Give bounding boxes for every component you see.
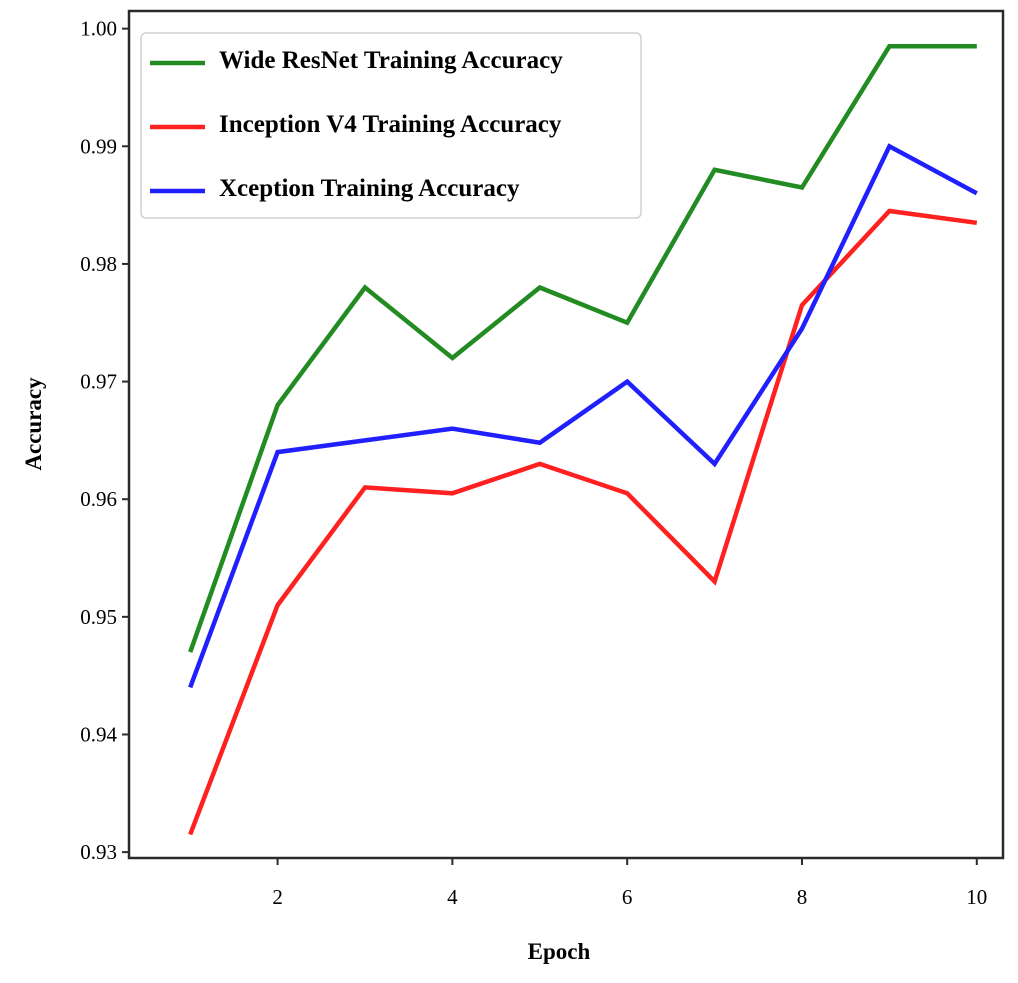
x-tick-label: 4 — [447, 885, 458, 909]
x-tick-label: 8 — [797, 885, 808, 909]
y-tick-label: 0.99 — [80, 134, 117, 158]
x-tick-label: 6 — [622, 885, 633, 909]
x-tick-label: 10 — [966, 885, 987, 909]
y-axis-title: Accuracy — [21, 377, 46, 471]
series-layer — [188, 44, 978, 836]
legend-label: Inception V4 Training Accuracy — [219, 111, 562, 138]
y-tick-label: 0.98 — [80, 252, 117, 276]
y-tick-label: 0.96 — [80, 487, 117, 511]
x-axis-title: Epoch — [528, 939, 591, 964]
x-tick-label: 2 — [272, 885, 283, 909]
y-tick-label: 0.97 — [80, 370, 117, 394]
series-line-wide-resnet-training-accuracy — [188, 44, 977, 653]
legend-box — [140, 32, 642, 219]
y-tick-label: 0.94 — [80, 722, 117, 746]
series-line-inception-v4-training-accuracy — [188, 208, 978, 836]
legend-label: Xception Training Accuracy — [219, 175, 520, 202]
y-tick-label: 1.00 — [80, 17, 117, 41]
y-axis-ticks: 0.93 0.94 0.95 0.96 0.97 0.98 0.99 1.00 — [80, 17, 129, 864]
legend-label: Wide ResNet Training Accuracy — [219, 47, 563, 74]
x-axis-ticks: 2 4 6 8 10 — [272, 858, 987, 909]
series-line-xception-training-accuracy — [188, 143, 978, 689]
y-tick-label: 0.95 — [80, 605, 117, 629]
legend: Wide ResNet Training Accuracy Inception V… — [140, 32, 642, 219]
y-tick-label: 0.93 — [80, 840, 117, 864]
